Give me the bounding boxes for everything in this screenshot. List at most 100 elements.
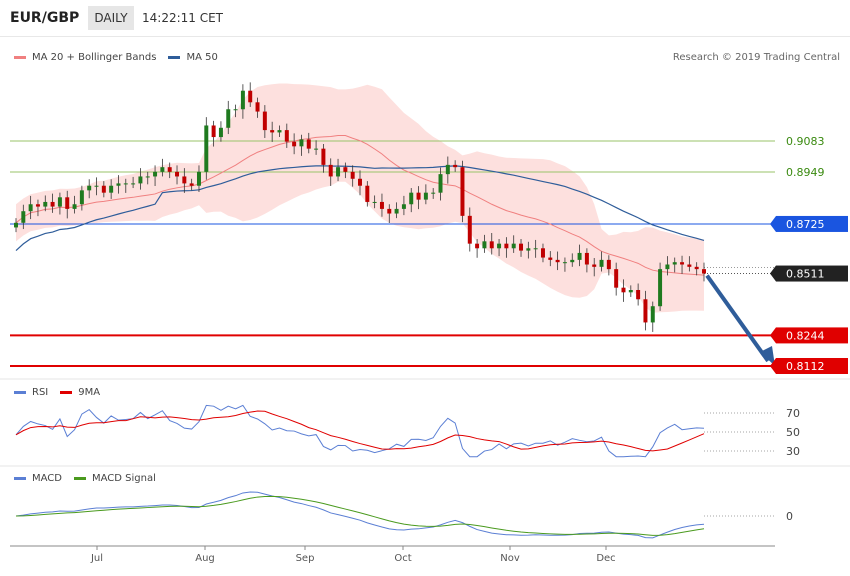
- legend-item-macd-signal: MACD Signal: [73, 473, 156, 484]
- candle-body: [94, 185, 99, 187]
- rsi-legend: RSI 9MA: [14, 387, 112, 398]
- candle-body: [379, 201, 384, 209]
- timeframe-button[interactable]: DAILY: [88, 6, 134, 30]
- candle-body: [101, 185, 106, 193]
- candle-body: [592, 264, 597, 267]
- candle-body: [211, 125, 216, 138]
- candle-body: [175, 171, 180, 177]
- candle-body: [570, 259, 575, 263]
- candle-body: [365, 185, 370, 202]
- price-level-tag-pointer: [770, 327, 776, 344]
- candle-body: [482, 241, 487, 249]
- ma20-line: [15, 135, 705, 276]
- candle-body: [584, 252, 589, 265]
- credit-text: Research © 2019 Trading Central: [672, 52, 840, 63]
- x-axis-label: Sep: [296, 553, 315, 564]
- candle-body: [416, 192, 421, 200]
- legend-item-ma50: MA 50: [168, 52, 218, 63]
- legend-swatch: [60, 391, 73, 394]
- x-axis-label: Aug: [195, 553, 215, 564]
- macd-signal-line: [15, 495, 705, 536]
- candle-body: [160, 167, 165, 172]
- legend-swatch: [14, 477, 26, 480]
- pair-title: EUR/GBP: [10, 10, 80, 26]
- candle-body: [387, 208, 392, 214]
- candle-body: [299, 139, 304, 147]
- candle-body: [277, 130, 282, 133]
- price-level-label: 0.8511: [786, 268, 825, 281]
- x-axis-label: Dec: [596, 553, 615, 564]
- candle-body: [599, 259, 604, 267]
- timestamp: 14:22:11 CET: [142, 11, 223, 25]
- price-level-label: 0.8725: [786, 218, 825, 231]
- candle-body: [562, 262, 567, 264]
- legend-swatch: [14, 391, 26, 394]
- candle-body: [218, 127, 223, 138]
- candle-body: [189, 183, 194, 186]
- candle-body: [489, 241, 494, 249]
- candle-body: [57, 197, 62, 207]
- candle-body: [292, 141, 297, 147]
- candle-body: [453, 164, 458, 168]
- candle-body: [350, 171, 355, 179]
- header-divider: [0, 36, 850, 37]
- legend-item-rsi: RSI: [14, 387, 48, 398]
- legend-item-9ma: 9MA: [60, 387, 100, 398]
- candle-body: [643, 299, 648, 323]
- candle-body: [438, 174, 443, 193]
- candle-body: [680, 262, 685, 265]
- candle-body: [504, 243, 509, 249]
- candle-body: [204, 125, 209, 172]
- candle-body: [519, 243, 524, 251]
- candle-body: [548, 257, 553, 260]
- price-level-tag: [776, 265, 848, 282]
- price-level-tag: [776, 358, 848, 374]
- candle-body: [497, 243, 502, 249]
- candle-body: [109, 185, 114, 193]
- macd-level-label: 0: [786, 510, 793, 523]
- candle-body: [321, 148, 326, 165]
- candle-body: [123, 183, 128, 185]
- rsi-level-label: 30: [786, 445, 800, 458]
- candle-body: [621, 287, 626, 293]
- candle-body: [555, 259, 560, 263]
- candle-body: [262, 111, 267, 131]
- candle-body: [511, 243, 516, 249]
- candle-body: [636, 289, 641, 300]
- candle-body: [650, 306, 655, 323]
- candle-body: [131, 183, 136, 185]
- candle-body: [445, 164, 450, 175]
- price-level-tag: [776, 215, 848, 232]
- candle-body: [35, 204, 40, 207]
- candle-body: [270, 130, 275, 133]
- legend-label: 9MA: [78, 387, 101, 398]
- candle-body: [145, 176, 150, 178]
- chart-header: EUR/GBP DAILY 14:22:11 CET: [0, 0, 850, 36]
- rsi-line: [15, 404, 705, 458]
- legend-label: RSI: [32, 387, 49, 398]
- candle-body: [431, 192, 436, 194]
- candle-body: [314, 148, 319, 150]
- projection-arrow-head: [760, 346, 775, 366]
- ma50-line: [15, 165, 705, 252]
- macd-line: [15, 491, 705, 539]
- candle-body: [233, 109, 238, 111]
- candle-body: [401, 204, 406, 209]
- legend-item-macd: MACD: [14, 473, 62, 484]
- candle-body: [467, 215, 472, 244]
- candle-body: [694, 266, 699, 270]
- candle-body: [526, 248, 531, 251]
- price-level-label: 0.9083: [786, 135, 825, 148]
- price-level-tag-pointer: [770, 265, 776, 282]
- bollinger-band-area: [16, 83, 704, 313]
- candle-body: [475, 243, 480, 249]
- rsi-9ma-line: [15, 410, 705, 452]
- price-level-tag-pointer: [770, 358, 776, 374]
- x-axis-label: Oct: [394, 553, 411, 564]
- candle-body: [606, 259, 611, 270]
- candle-body: [248, 90, 253, 103]
- candle-body: [460, 167, 465, 216]
- candle-body: [226, 109, 231, 128]
- candle-body: [50, 201, 55, 207]
